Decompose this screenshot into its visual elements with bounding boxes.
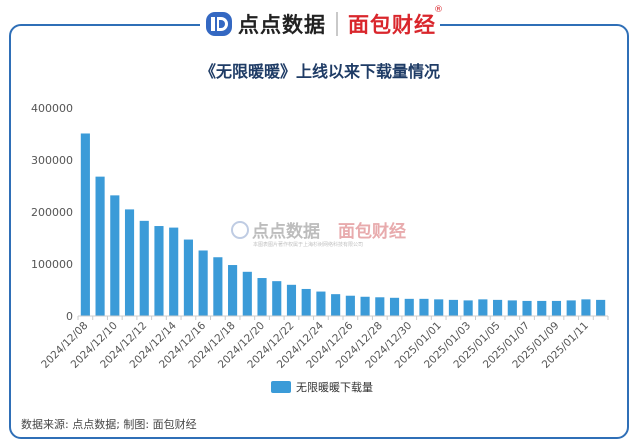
bar bbox=[316, 291, 326, 316]
brand-name-diandian: 点点数据 bbox=[238, 13, 326, 37]
bar bbox=[419, 298, 429, 316]
x-ticks bbox=[77, 316, 609, 320]
watermark-brand-1: 点点数据 bbox=[252, 221, 320, 242]
bar bbox=[581, 299, 591, 316]
bar bbox=[331, 294, 341, 316]
bar bbox=[272, 281, 282, 316]
watermark-brand-2: 面包财经 bbox=[338, 221, 406, 242]
bar bbox=[596, 299, 606, 316]
y-tick-label: 300000 bbox=[31, 154, 73, 167]
bar bbox=[286, 284, 297, 316]
bar bbox=[360, 296, 370, 316]
bar bbox=[434, 299, 444, 316]
bar bbox=[198, 250, 208, 316]
chart-title: 《无限暖暖》上线以来下载量情况 bbox=[199, 62, 440, 81]
footer-source: 数据来源: 点点数据; 制图: 面包财经 bbox=[21, 418, 197, 431]
y-tick-label: 100000 bbox=[31, 258, 73, 271]
bar bbox=[228, 265, 238, 316]
brand-name-mianbao-text: 面包财经 bbox=[348, 13, 436, 37]
bar bbox=[257, 278, 267, 316]
bar bbox=[124, 209, 135, 316]
bar bbox=[110, 195, 120, 316]
bar bbox=[80, 133, 90, 316]
y-tick-label: 400000 bbox=[31, 102, 73, 115]
watermark-logo-icon bbox=[231, 221, 249, 239]
header-logo-bar: 点点数据 面包财经 ® bbox=[200, 4, 443, 44]
bar bbox=[566, 300, 576, 316]
bar bbox=[95, 176, 105, 316]
bar bbox=[169, 227, 179, 316]
bar bbox=[183, 239, 193, 316]
bar bbox=[522, 300, 532, 316]
bar bbox=[375, 297, 385, 316]
bar bbox=[493, 299, 503, 316]
legend: 无限暖暖下载量 bbox=[271, 381, 373, 394]
y-axis-labels: 0 100000 200000 300000 400000 bbox=[31, 102, 73, 323]
brand-name-mianbao: 面包财经 ® bbox=[348, 5, 443, 39]
bar bbox=[404, 298, 414, 316]
bar bbox=[448, 299, 458, 316]
y-tick-label: 200000 bbox=[31, 206, 73, 219]
watermark-notice: 本图表图片著作权属于上海杉树网络科技有限公司 bbox=[253, 241, 363, 248]
bar bbox=[389, 297, 400, 316]
diandian-logo: 点点数据 bbox=[204, 9, 326, 39]
bar bbox=[139, 220, 149, 316]
bar bbox=[345, 295, 355, 316]
bar bbox=[301, 288, 311, 316]
logo-divider bbox=[336, 12, 338, 36]
diandian-logo-icon bbox=[206, 12, 232, 36]
registered-mark: ® bbox=[434, 5, 444, 15]
bar bbox=[478, 299, 488, 316]
legend-label: 无限暖暖下载量 bbox=[296, 381, 373, 394]
bar bbox=[154, 226, 164, 316]
bar bbox=[242, 271, 252, 316]
y-tick-label: 0 bbox=[66, 310, 73, 323]
x-axis-labels: 2024/12/082024/12/102024/12/122024/12/14… bbox=[39, 319, 591, 371]
bar bbox=[463, 300, 473, 316]
bars bbox=[80, 133, 606, 316]
bar bbox=[537, 300, 547, 316]
bar bbox=[213, 257, 223, 316]
legend-swatch bbox=[271, 381, 291, 393]
watermark: 点点数据 面包财经 本图表图片著作权属于上海杉树网络科技有限公司 bbox=[231, 221, 406, 248]
bar bbox=[551, 300, 562, 316]
bar bbox=[507, 300, 517, 316]
